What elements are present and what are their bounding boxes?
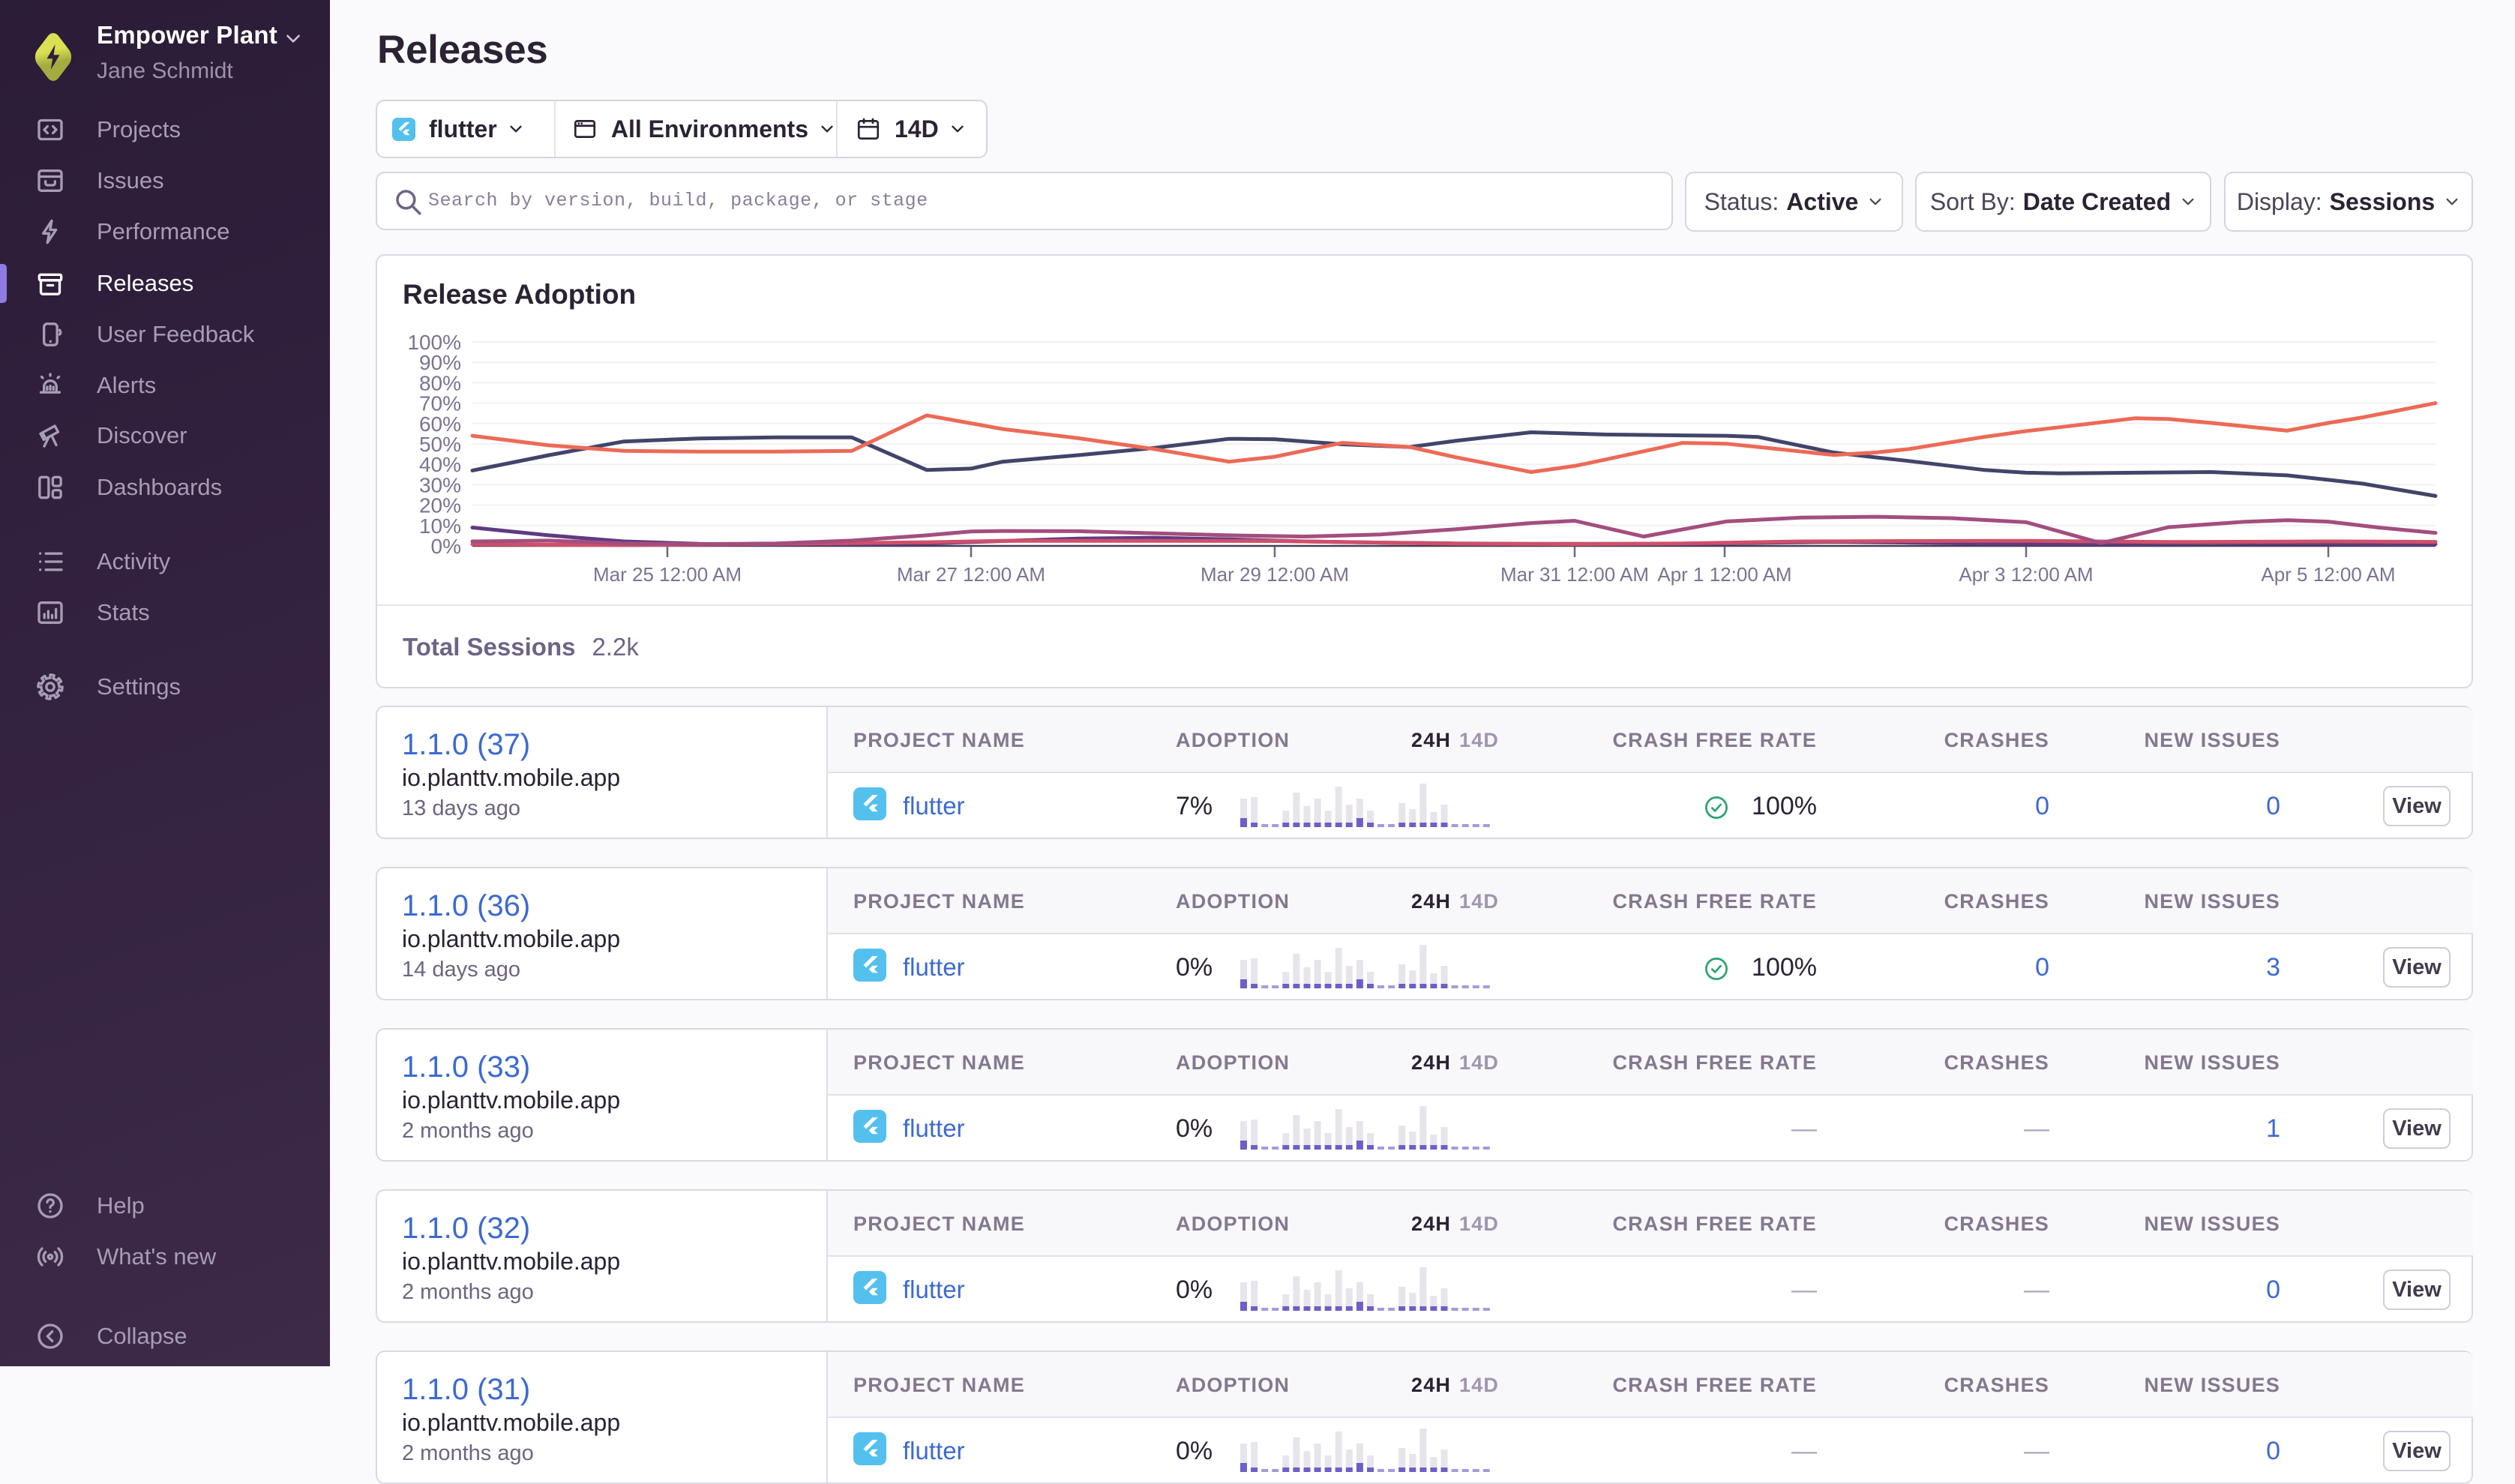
svg-text:70%: 70% bbox=[419, 392, 461, 415]
svg-text:100%: 100% bbox=[407, 331, 461, 354]
svg-text:10%: 10% bbox=[419, 514, 461, 538]
svg-text:40%: 40% bbox=[419, 453, 461, 476]
svg-text:30%: 30% bbox=[419, 473, 461, 496]
svg-text:Mar 31 12:00 AM: Mar 31 12:00 AM bbox=[1500, 563, 1649, 586]
svg-text:60%: 60% bbox=[419, 412, 461, 436]
svg-text:Apr 1 12:00 AM: Apr 1 12:00 AM bbox=[1657, 563, 1791, 586]
svg-text:90%: 90% bbox=[419, 351, 461, 374]
svg-text:80%: 80% bbox=[419, 371, 461, 394]
svg-text:Mar 25 12:00 AM: Mar 25 12:00 AM bbox=[593, 563, 742, 586]
svg-text:0%: 0% bbox=[431, 535, 461, 558]
svg-text:Apr 3 12:00 AM: Apr 3 12:00 AM bbox=[1959, 563, 2093, 586]
svg-text:50%: 50% bbox=[419, 433, 461, 456]
svg-text:Mar 27 12:00 AM: Mar 27 12:00 AM bbox=[897, 563, 1045, 586]
svg-text:Apr 5 12:00 AM: Apr 5 12:00 AM bbox=[2261, 563, 2395, 586]
svg-text:Mar 29 12:00 AM: Mar 29 12:00 AM bbox=[1201, 563, 1349, 586]
svg-text:20%: 20% bbox=[419, 494, 461, 517]
